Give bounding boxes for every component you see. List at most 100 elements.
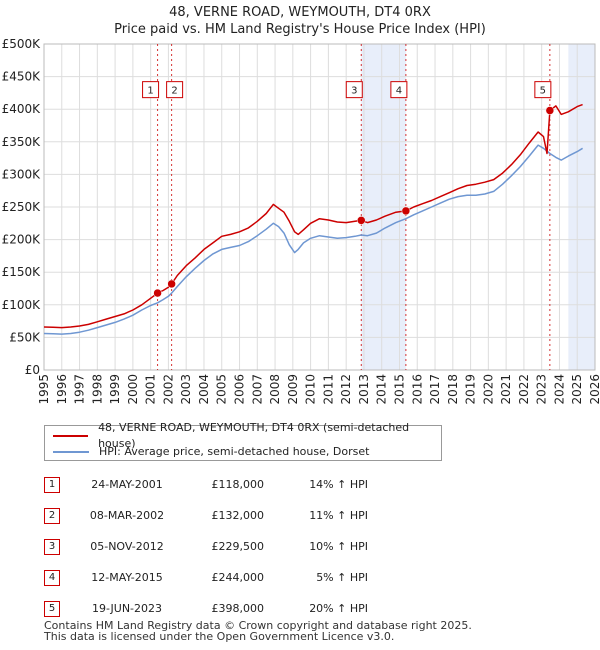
x-tick-label: 2001	[144, 374, 158, 405]
x-tick-label: 1996	[55, 374, 69, 405]
x-tick-label: 2017	[428, 374, 442, 405]
sale-hpi-change: 11% ↑ HPI	[309, 509, 368, 522]
sale-number-box	[345, 81, 363, 99]
plot-frame	[43, 43, 596, 371]
sale-number-label: 4	[396, 86, 402, 97]
chart-title: 48, VERNE ROAD, WEYMOUTH, DT4 0RX Price …	[0, 4, 600, 38]
x-tick-label: 2024	[552, 374, 566, 405]
x-tick-label: 2016	[410, 374, 424, 405]
sale-number-box	[534, 81, 552, 99]
legend-label-hpi: HPI: Average price, semi-detached house,…	[99, 445, 370, 458]
x-tick-label: 2022	[517, 374, 531, 405]
sale-hpi-change: 20% ↑ HPI	[309, 602, 368, 615]
legend-swatch-property	[53, 435, 89, 437]
sale-date: 08-MAR-2002	[89, 509, 165, 522]
sale-number-box	[166, 81, 184, 99]
sale-date: 24-MAY-2001	[91, 478, 163, 491]
x-tick-label: 2013	[357, 374, 371, 405]
hpi-series-line	[43, 144, 583, 335]
x-tick-label: 2008	[268, 374, 282, 405]
sale-point	[153, 288, 162, 298]
sale-number-label: 5	[540, 86, 546, 97]
x-tick-label: 2015	[392, 374, 406, 405]
sale-number-badge: 3	[44, 539, 60, 555]
sale-number-label: 2	[171, 86, 177, 97]
x-tick-label: 2011	[321, 374, 335, 405]
chart-legend: 48, VERNE ROAD, WEYMOUTH, DT4 0RX (semi-…	[44, 421, 442, 461]
sale-price: £132,000	[211, 509, 265, 522]
x-tick-label: 2012	[339, 374, 353, 405]
sale-point	[357, 216, 366, 225]
legend-swatch-hpi	[53, 451, 89, 453]
footer-attribution: Contains HM Land Registry data © Crown c…	[44, 620, 472, 642]
x-tick-label: 2004	[197, 374, 211, 405]
sale-row: 2 08-MAR-2002 £132,000 11% ↑ HPI	[44, 504, 464, 535]
y-tick-label: £0	[25, 363, 40, 377]
y-tick-label: £450K	[2, 70, 42, 84]
x-tick-label: 2007	[250, 374, 264, 405]
legend-item-hpi: HPI: Average price, semi-detached house,…	[53, 444, 369, 460]
x-tick-label: 2020	[481, 374, 495, 405]
x-tick-label: 1997	[73, 374, 87, 405]
x-tick-label: 2023	[535, 374, 549, 405]
sale-point	[167, 279, 176, 289]
x-tick-label: 1998	[90, 374, 104, 405]
y-tick-label: £350K	[2, 135, 42, 149]
sale-price: £118,000	[211, 478, 265, 491]
title-line-1: 48, VERNE ROAD, WEYMOUTH, DT4 0RX	[169, 5, 431, 20]
sale-row: 4 12-MAY-2015 £244,000 5% ↑ HPI	[44, 566, 464, 597]
y-tick-label: £400K	[2, 102, 42, 116]
sale-price: £229,500	[211, 540, 265, 553]
x-tick-label: 2005	[215, 374, 229, 405]
sale-row: 3 05-NOV-2012 £229,500 10% ↑ HPI	[44, 535, 464, 566]
sale-price: £398,000	[211, 602, 265, 615]
x-tick-label: 2006	[233, 374, 247, 405]
y-tick-label: £150K	[2, 265, 42, 279]
sale-number-badge: 2	[44, 508, 60, 524]
sale-hpi-change: 5% ↑ HPI	[316, 571, 368, 584]
sale-number-label: 1	[147, 86, 153, 97]
sale-hpi-change: 14% ↑ HPI	[309, 478, 368, 491]
x-tick-label: 2009	[286, 374, 300, 405]
x-tick-label: 2014	[375, 374, 389, 405]
sale-point	[401, 206, 411, 216]
sale-number-label: 3	[351, 86, 357, 97]
sale-number-badge: 1	[44, 477, 60, 493]
x-tick-label: 2003	[179, 374, 193, 405]
x-tick-label: 2019	[464, 374, 478, 405]
sale-number-badge: 4	[44, 570, 60, 586]
property-series-line	[43, 103, 583, 329]
y-tick-label: £50K	[9, 330, 41, 344]
x-tick-label: 2018	[446, 374, 460, 405]
legend-item-property: 48, VERNE ROAD, WEYMOUTH, DT4 0RX (semi-…	[53, 421, 441, 450]
sale-hpi-change: 10% ↑ HPI	[309, 540, 368, 553]
x-tick-label: 2021	[499, 374, 513, 405]
x-tick-label: 2010	[304, 374, 318, 405]
sale-date: 19-JUN-2023	[91, 602, 163, 615]
sale-date: 12-MAY-2015	[91, 571, 163, 584]
sales-table: 1 24-MAY-2001 £118,000 14% ↑ HPI 2 08-MA…	[44, 473, 464, 628]
sale-row: 5 19-JUN-2023 £398,000 20% ↑ HPI	[44, 597, 464, 628]
y-tick-label: £200K	[2, 233, 42, 247]
y-tick-label: £500K	[2, 37, 42, 51]
x-tick-label: 2026	[588, 374, 600, 405]
y-tick-label: £250K	[2, 200, 42, 214]
sale-number-box	[142, 81, 160, 99]
x-tick-label: 1995	[37, 374, 51, 405]
x-tick-label: 2002	[161, 374, 175, 405]
sale-date: 05-NOV-2012	[90, 540, 164, 553]
title-line-2: Price paid vs. HM Land Registry's House …	[114, 22, 486, 37]
y-tick-label: £300K	[2, 167, 42, 181]
x-tick-label: 1999	[108, 374, 122, 405]
sale-number-box	[390, 81, 408, 99]
footer-line-1: Contains HM Land Registry data © Crown c…	[44, 619, 472, 632]
legend-label-property: 48, VERNE ROAD, WEYMOUTH, DT4 0RX (semi-…	[98, 421, 410, 450]
y-tick-label: £100K	[2, 298, 42, 312]
footer-line-2: This data is licensed under the Open Gov…	[44, 630, 395, 643]
sale-number-badge: 5	[44, 601, 60, 617]
price-chart: £0 £50K £100K £150K £200K £250K £300K £350K £400…	[2, 37, 600, 405]
sale-price: £244,000	[211, 571, 265, 584]
x-tick-label: 2000	[126, 374, 140, 405]
sale-row: 1 24-MAY-2001 £118,000 14% ↑ HPI	[44, 473, 464, 504]
x-tick-label: 2025	[570, 374, 584, 405]
